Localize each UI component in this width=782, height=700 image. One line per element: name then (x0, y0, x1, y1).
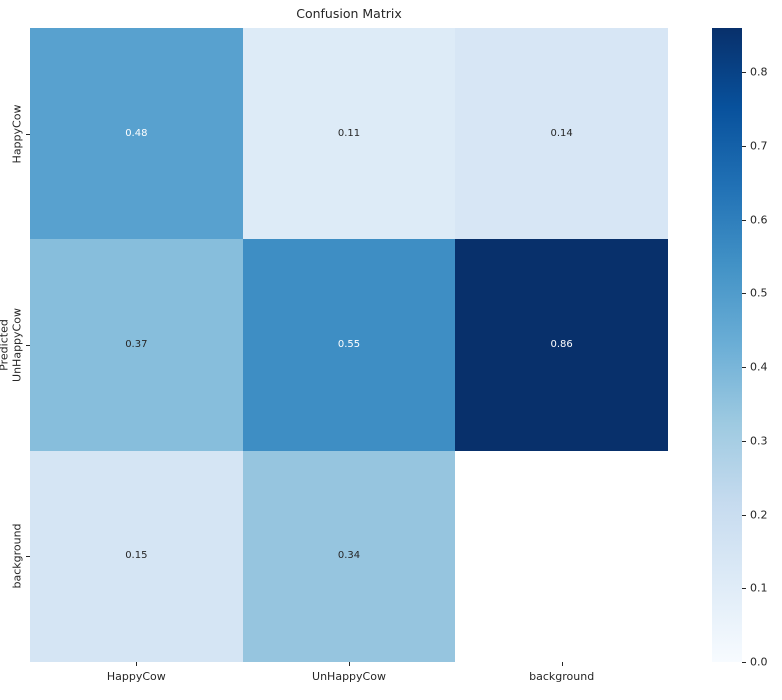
y-axis-title: Predicted (0, 319, 11, 371)
colorbar-tick-mark (742, 588, 746, 590)
y-tick-label: UnHappyCow (10, 308, 24, 382)
heatmap-cell: 0.14 (455, 28, 668, 240)
y-tick-mark (26, 345, 30, 346)
x-tick-mark (349, 662, 350, 666)
heatmap-grid: 0.48 0.11 0.14 0.37 0.55 0.86 0.15 0.34 (30, 28, 668, 662)
x-tick-mark (561, 662, 563, 666)
y-tick-label: background (10, 523, 24, 589)
heatmap-cell (455, 450, 668, 662)
x-tick-mark (136, 662, 138, 666)
colorbar-tick-mark (742, 293, 746, 295)
x-tick-label: HappyCow (106, 670, 166, 683)
y-tick-mark (26, 556, 30, 558)
cell-value: 0.55 (337, 338, 361, 350)
colorbar-tick-label: 0.8 (750, 65, 768, 79)
x-tick-label: background (529, 670, 595, 683)
colorbar-tick-mark (742, 219, 746, 221)
colorbar-tick-label: 0.0 (750, 655, 768, 669)
cell-value: 0.37 (125, 338, 148, 350)
heatmap-cell: 0.48 (30, 28, 243, 240)
colorbar-tick-label: 0.6 (750, 213, 768, 227)
colorbar-tick-mark (742, 662, 746, 663)
heatmap-cell: 0.15 (30, 450, 243, 662)
y-tick-label: HappyCow (10, 104, 24, 164)
cell-value: 0.48 (125, 127, 148, 139)
colorbar-tick-mark (742, 145, 746, 147)
colorbar-tick-label: 0.1 (750, 581, 768, 595)
heatmap-cell: 0.37 (30, 239, 243, 451)
colorbar (712, 28, 742, 662)
y-tick-mark (26, 133, 30, 135)
colorbar-tick-mark (742, 72, 746, 74)
colorbar-tick-mark (742, 440, 746, 442)
colorbar-tick-label: 0.2 (750, 508, 768, 522)
x-tick-label: UnHappyCow (312, 670, 386, 683)
colorbar-tick-mark (742, 514, 746, 516)
colorbar-tick-label: 0.7 (750, 139, 768, 153)
heatmap-cell: 0.34 (242, 450, 456, 662)
cell-value: 0.11 (337, 127, 361, 139)
cell-value: 0.86 (550, 338, 573, 350)
heatmap-cell: 0.55 (242, 239, 456, 451)
chart-title: Confusion Matrix (296, 6, 402, 21)
colorbar-tick-label: 0.3 (750, 434, 768, 448)
heatmap-cell: 0.86 (455, 239, 668, 451)
cell-value: 0.34 (337, 550, 361, 562)
heatmap-cell: 0.11 (242, 28, 456, 240)
colorbar-tick-label: 0.4 (750, 360, 768, 374)
cell-value: 0.15 (125, 550, 148, 562)
cell-value: 0.14 (550, 127, 573, 139)
colorbar-tick-mark (742, 367, 746, 369)
colorbar-tick-label: 0.5 (750, 286, 768, 300)
